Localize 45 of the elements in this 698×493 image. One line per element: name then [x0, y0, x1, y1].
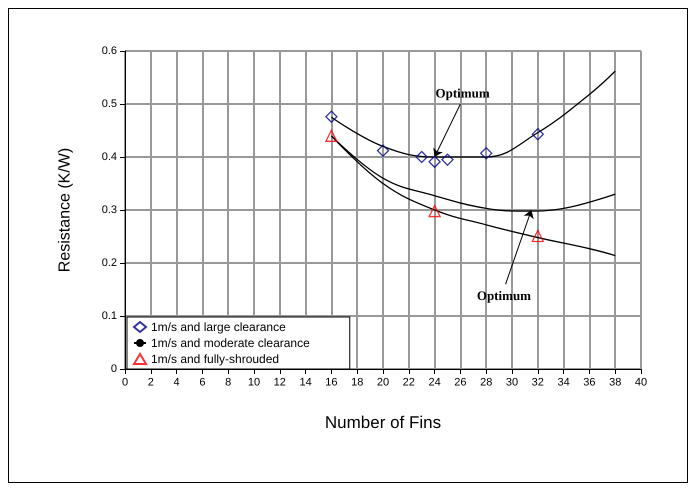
y-tick-label: 0.4 — [102, 151, 117, 163]
y-tick-label: 0.5 — [102, 98, 117, 110]
x-tick-label: 14 — [299, 376, 312, 388]
x-tick-label: 28 — [480, 376, 492, 388]
x-tick-label: 32 — [532, 376, 544, 388]
x-tick-label: 18 — [351, 376, 364, 388]
x-tick-label: 2 — [148, 376, 154, 388]
point — [532, 128, 544, 140]
point — [428, 156, 441, 168]
point — [325, 130, 338, 142]
x-tick-label: 8 — [225, 376, 232, 388]
x-tick-label: 22 — [402, 376, 415, 388]
x-tick-label: 6 — [199, 376, 206, 388]
y-tick-label: 0 — [110, 363, 117, 375]
y-axis-title: Resistance (K/W) — [56, 148, 74, 272]
point — [376, 144, 390, 157]
x-tick-label: 24 — [428, 376, 441, 388]
legend-label: 1m/s and moderate clearance — [151, 336, 310, 350]
x-tick-label: 26 — [454, 376, 467, 388]
x-tick-label: 34 — [557, 376, 570, 388]
y-tick-label: 0.2 — [102, 257, 117, 269]
y-tick-label: 0.6 — [102, 45, 117, 57]
x-tick-label: 16 — [325, 376, 338, 388]
x-tick-label: 0 — [122, 376, 128, 388]
point — [325, 110, 338, 123]
point — [416, 150, 428, 164]
x-axis-title: Number of Fins — [324, 413, 442, 432]
y-tick-label: 0.1 — [102, 310, 117, 322]
x-tick-label: 4 — [174, 376, 180, 388]
x-tick-label: 30 — [506, 376, 518, 388]
annotation: Optimum — [476, 288, 532, 303]
x-tick-label: 40 — [634, 376, 648, 388]
x-tick-label: 12 — [274, 376, 286, 388]
point — [480, 147, 492, 160]
point — [532, 230, 544, 242]
x-tick-label: 38 — [609, 376, 622, 388]
point — [428, 204, 441, 218]
x-tick-label: 10 — [248, 376, 260, 388]
x-tick-label: 36 — [583, 376, 596, 388]
y-tick-label: 0.3 — [102, 204, 117, 216]
legend-label: 1m/s and large clearance — [151, 320, 286, 334]
annotation: Optimum — [436, 86, 490, 101]
legend-label: 1m/s and fully-shrouded — [151, 352, 280, 366]
x-tick-label: 20 — [376, 376, 390, 388]
point — [441, 154, 454, 166]
